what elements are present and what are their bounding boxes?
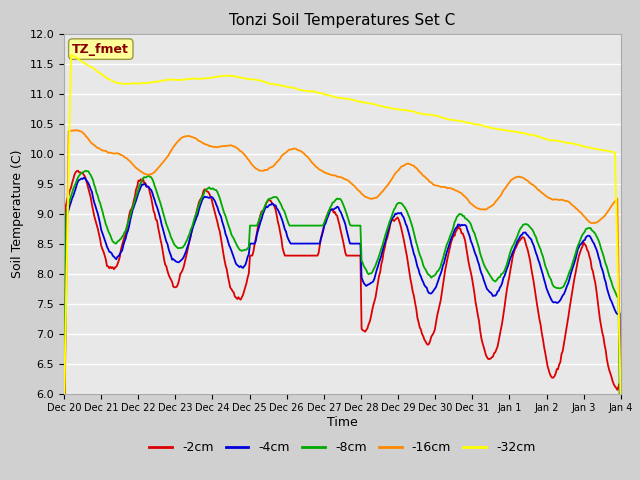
Title: Tonzi Soil Temperatures Set C: Tonzi Soil Temperatures Set C (229, 13, 456, 28)
Legend: -2cm, -4cm, -8cm, -16cm, -32cm: -2cm, -4cm, -8cm, -16cm, -32cm (145, 436, 540, 459)
Text: TZ_fmet: TZ_fmet (72, 43, 129, 56)
Y-axis label: Soil Temperature (C): Soil Temperature (C) (11, 149, 24, 278)
X-axis label: Time: Time (327, 416, 358, 429)
